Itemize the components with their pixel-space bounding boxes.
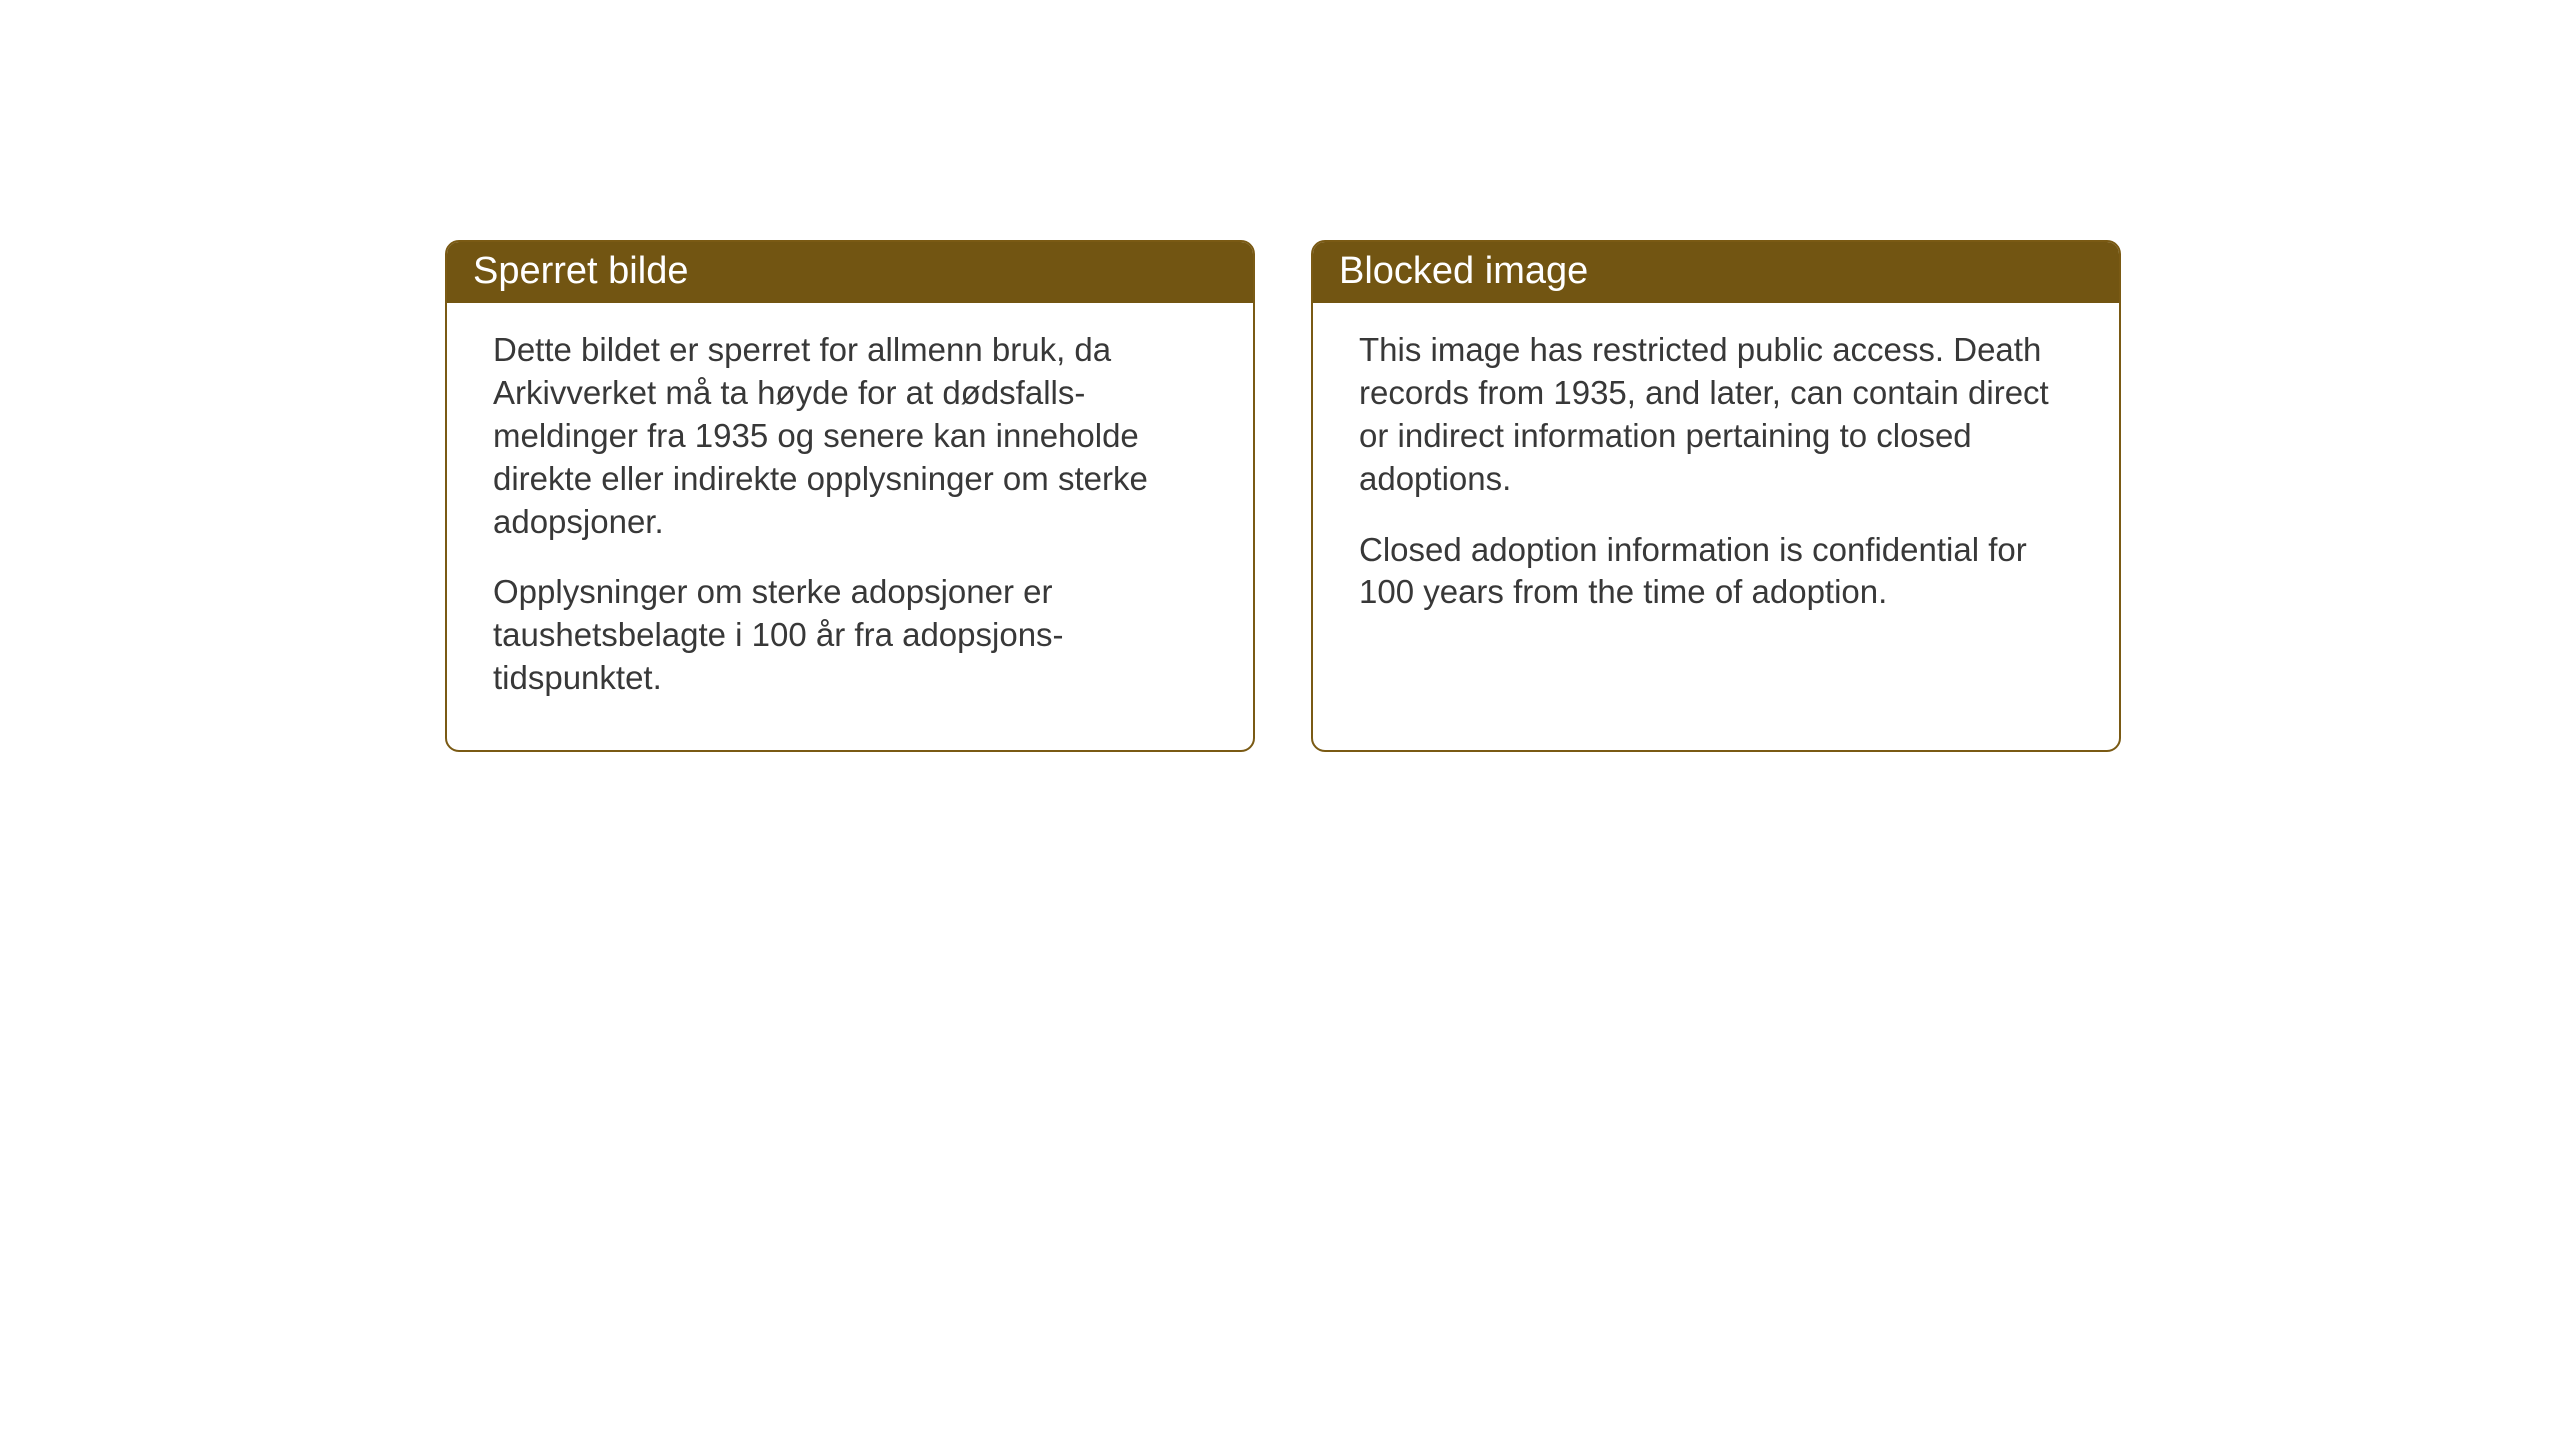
card-header-english: Blocked image — [1313, 242, 2119, 303]
card-body-norwegian: Dette bildet er sperret for allmenn bruk… — [447, 303, 1253, 736]
card-paragraph: Dette bildet er sperret for allmenn bruk… — [493, 329, 1207, 543]
notice-card-english: Blocked image This image has restricted … — [1311, 240, 2121, 752]
card-paragraph: This image has restricted public access.… — [1359, 329, 2073, 501]
card-title-norwegian: Sperret bilde — [473, 250, 688, 292]
card-header-norwegian: Sperret bilde — [447, 242, 1253, 303]
card-paragraph: Closed adoption information is confident… — [1359, 529, 2073, 615]
notice-cards-container: Sperret bilde Dette bildet er sperret fo… — [445, 240, 2121, 752]
notice-card-norwegian: Sperret bilde Dette bildet er sperret fo… — [445, 240, 1255, 752]
card-paragraph: Opplysninger om sterke adopsjoner er tau… — [493, 571, 1207, 700]
card-body-english: This image has restricted public access.… — [1313, 303, 2119, 650]
card-title-english: Blocked image — [1339, 250, 1588, 292]
